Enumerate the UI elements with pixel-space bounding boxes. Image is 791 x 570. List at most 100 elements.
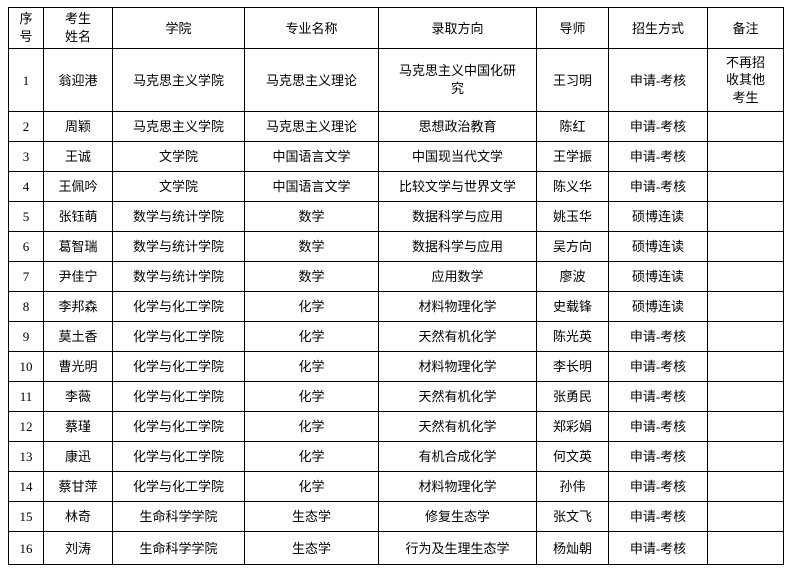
cell-name: 蔡甘萍	[43, 471, 113, 502]
cell-college-text: 生命科学学院	[139, 540, 218, 556]
cell-advisor: 王学振	[536, 141, 609, 172]
table-row: 16 刘涛 生命科学学院 生态学 行为及生理生态学 杨灿朝 申请-考核	[8, 531, 784, 565]
cell-major-text: 生态学	[291, 509, 331, 525]
cell-no-text: 16	[19, 540, 33, 556]
cell-method-text: 申请-考核	[629, 449, 687, 465]
table-row: 8 李邦森 化学与化工学院 化学 材料物理化学 史载锋 硕博连读	[8, 291, 784, 322]
cell-direction-text: 有机合成化学	[418, 449, 497, 465]
cell-major-text: 化学	[298, 329, 325, 345]
cell-method: 申请-考核	[608, 441, 708, 472]
cell-college-text: 化学与化工学院	[132, 359, 224, 375]
cell-major-text: 化学	[298, 389, 325, 405]
cell-name: 张钰萌	[43, 201, 113, 232]
col-header-direction: 录取方向	[378, 7, 537, 49]
cell-college-text: 化学与化工学院	[132, 419, 224, 435]
cell-method-text: 申请-考核	[629, 540, 687, 556]
cell-no-text: 9	[22, 329, 30, 345]
table-row: 9 莫土香 化学与化工学院 化学 天然有机化学 陈光英 申请-考核	[8, 321, 784, 352]
cell-college: 文学院	[112, 171, 245, 202]
cell-method: 硕博连读	[608, 201, 708, 232]
cell-method-text: 申请-考核	[629, 419, 687, 435]
cell-no-text: 14	[19, 479, 33, 495]
cell-advisor-text: 吴方向	[552, 239, 592, 255]
cell-major: 化学	[244, 441, 379, 472]
cell-advisor-text: 郑彩娟	[552, 419, 592, 435]
col-header-direction-label: 录取方向	[431, 20, 484, 36]
cell-college: 数学与统计学院	[112, 231, 245, 262]
cell-direction-text: 材料物理化学	[418, 299, 497, 315]
cell-advisor: 张勇民	[536, 381, 609, 412]
cell-advisor-text: 陈红	[559, 119, 586, 135]
cell-advisor: 陈光英	[536, 321, 609, 352]
cell-no: 13	[8, 441, 44, 472]
cell-direction: 比较文学与世界文学	[378, 171, 537, 202]
cell-direction: 天然有机化学	[378, 411, 537, 442]
cell-method-text: 申请-考核	[629, 119, 687, 135]
cell-method: 硕博连读	[608, 261, 708, 292]
cell-no-text: 2	[22, 119, 30, 135]
cell-method: 申请-考核	[608, 48, 708, 112]
table-row: 6 葛智瑞 数学与统计学院 数学 数据科学与应用 吴方向 硕博连读	[8, 231, 784, 262]
cell-college-text: 化学与化工学院	[132, 449, 224, 465]
cell-direction-text: 思想政治教育	[418, 119, 497, 135]
cell-name-text: 曹光明	[58, 359, 98, 375]
table-row: 5 张钰萌 数学与统计学院 数学 数据科学与应用 姚玉华 硕博连读	[8, 201, 784, 232]
cell-method-text: 申请-考核	[629, 479, 687, 495]
cell-direction: 中国现当代文学	[378, 141, 537, 172]
cell-direction: 数据科学与应用	[378, 201, 537, 232]
cell-note	[707, 471, 784, 502]
table-row: 7 尹佳宁 数学与统计学院 数学 应用数学 廖波 硕博连读	[8, 261, 784, 292]
cell-name: 曹光明	[43, 351, 113, 382]
cell-advisor-text: 姚玉华	[552, 209, 592, 225]
cell-major-text: 中国语言文学	[272, 149, 351, 165]
table-row: 14 蔡甘萍 化学与化工学院 化学 材料物理化学 孙伟 申请-考核	[8, 471, 784, 502]
cell-no-text: 6	[22, 239, 30, 255]
cell-college: 化学与化工学院	[112, 411, 245, 442]
cell-name: 王佩吟	[43, 171, 113, 202]
col-header-note-label: 备注	[732, 20, 759, 36]
cell-advisor: 姚玉华	[536, 201, 609, 232]
cell-no-text: 4	[22, 179, 30, 195]
cell-direction-text: 中国现当代文学	[411, 149, 503, 165]
table-row: 4 王佩吟 文学院 中国语言文学 比较文学与世界文学 陈义华 申请-考核	[8, 171, 784, 202]
cell-advisor: 孙伟	[536, 471, 609, 502]
cell-name-text: 林奇	[64, 509, 91, 525]
cell-no-text: 13	[19, 449, 33, 465]
cell-major-text: 中国语言文学	[272, 179, 351, 195]
cell-no-text: 3	[22, 149, 30, 165]
cell-no: 8	[8, 291, 44, 322]
cell-advisor-text: 何文英	[552, 449, 592, 465]
cell-method: 申请-考核	[608, 381, 708, 412]
cell-method-text: 申请-考核	[629, 509, 687, 525]
cell-no-text: 5	[22, 209, 30, 225]
cell-note	[707, 411, 784, 442]
cell-note	[707, 501, 784, 532]
cell-note	[707, 171, 784, 202]
cell-method: 硕博连读	[608, 291, 708, 322]
cell-college: 马克思主义学院	[112, 111, 245, 142]
cell-direction: 应用数学	[378, 261, 537, 292]
cell-no: 4	[8, 171, 44, 202]
cell-method: 申请-考核	[608, 141, 708, 172]
cell-name-text: 周颖	[64, 119, 91, 135]
cell-method-text: 申请-考核	[629, 72, 687, 88]
table-row: 13 康迅 化学与化工学院 化学 有机合成化学 何文英 申请-考核	[8, 441, 784, 472]
cell-no-text: 8	[22, 299, 30, 315]
cell-direction-text: 天然有机化学	[418, 419, 497, 435]
cell-no: 15	[8, 501, 44, 532]
cell-method: 申请-考核	[608, 321, 708, 352]
cell-method-text: 硕博连读	[631, 269, 684, 285]
cell-advisor-text: 李长明	[552, 359, 592, 375]
cell-no-text: 11	[19, 389, 33, 405]
cell-note	[707, 531, 784, 565]
cell-advisor-text: 廖波	[559, 269, 586, 285]
cell-no-text: 12	[19, 419, 33, 435]
cell-no: 10	[8, 351, 44, 382]
cell-method: 申请-考核	[608, 171, 708, 202]
cell-direction: 修复生态学	[378, 501, 537, 532]
table-header: 序号 考生姓名 学院 专业名称 录取方向 导师 招生方式 备注	[8, 7, 784, 49]
cell-college-text: 数学与统计学院	[132, 209, 224, 225]
cell-advisor-text: 杨灿朝	[552, 540, 592, 556]
cell-advisor: 陈红	[536, 111, 609, 142]
cell-major: 化学	[244, 471, 379, 502]
